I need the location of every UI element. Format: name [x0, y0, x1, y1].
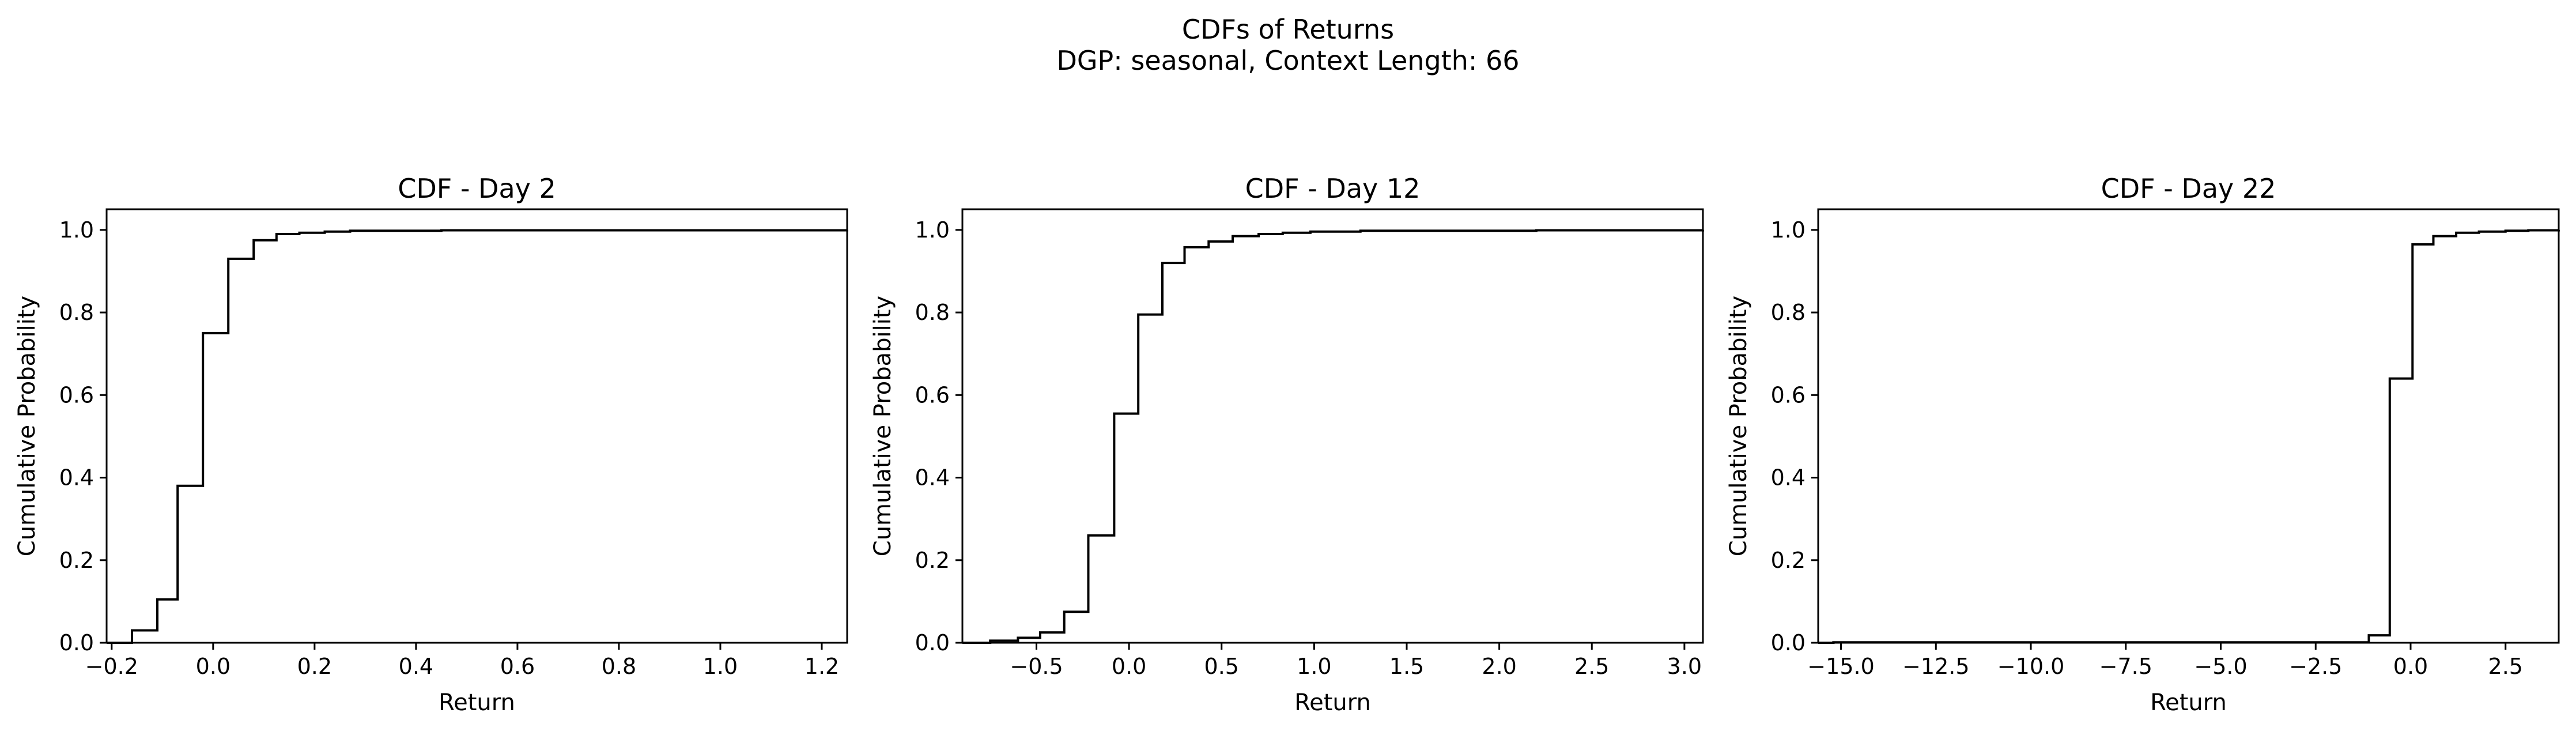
subplot-3: −15.0 −12.5 −10.0 −7.5 −5.0 −2.5 0.0 2.5 0.0 0.2 0… — [1725, 173, 2560, 716]
y-tick-label: 0.2 — [1771, 548, 1806, 573]
cdf-step-line — [107, 229, 848, 644]
subplot-2: −0.5 0.0 0.5 1.0 1.5 2.0 2.5 3.0 0.0 0.2 0.4 0.6 0.8… — [870, 173, 1704, 716]
cdf-step-line — [962, 229, 1704, 644]
x-tick-label: 2.5 — [1574, 654, 1609, 679]
x-tick-label: −15.0 — [1807, 654, 1874, 679]
y-tick-label: 0.2 — [915, 548, 950, 573]
y-tick-label: 0.4 — [915, 465, 950, 491]
x-tick-label: 2.5 — [2488, 654, 2523, 679]
y-axis-label: Cumulative Probability — [1725, 296, 1752, 556]
x-axis-label: Return — [1294, 689, 1371, 716]
y-tick-label: 0.6 — [59, 382, 94, 408]
x-tick-label: 2.0 — [1482, 654, 1516, 679]
figure-subtitle: DGP: seasonal, Context Length: 66 — [1056, 45, 1520, 76]
x-tick-label: −10.0 — [1997, 654, 2064, 679]
subplot-title: CDF - Day 12 — [1245, 173, 1421, 204]
y-tick-label: 1.0 — [915, 217, 950, 243]
y-tick-label: 0.8 — [915, 300, 950, 325]
figure-title: CDFs of Returns — [1181, 14, 1395, 45]
y-tick-label: 0.8 — [59, 300, 94, 325]
y-tick-label: 0.4 — [59, 465, 94, 491]
x-tick-label: 0.0 — [196, 654, 231, 679]
cdf-step-line — [1818, 229, 2560, 644]
x-tick-label: 1.0 — [1297, 654, 1331, 679]
x-tick-label: 0.4 — [399, 654, 433, 679]
x-tick-label: 0.0 — [2393, 654, 2428, 679]
x-tick-label: 1.0 — [703, 654, 738, 679]
y-tick-label: 0.0 — [59, 630, 94, 655]
x-tick-label: 0.5 — [1204, 654, 1239, 679]
x-axis-label: Return — [439, 689, 515, 716]
x-tick-label: 0.6 — [500, 654, 535, 679]
subplot-1: −0.2 0.0 0.2 0.4 0.6 0.8 1.0 1.20.00.20.40.60.8… — [14, 173, 848, 716]
x-tick-label: 1.5 — [1389, 654, 1424, 679]
axes-frame — [1817, 208, 2560, 644]
x-axis-label: Return — [2150, 689, 2227, 716]
subplot-title: CDF - Day 22 — [2101, 173, 2276, 204]
y-axis-label: Cumulative Probability — [14, 296, 40, 556]
y-tick-label: 1.0 — [1771, 217, 1806, 243]
y-axis-label: Cumulative Probability — [870, 296, 896, 556]
y-tick-label: 1.0 — [59, 217, 94, 243]
x-tick-label: 0.8 — [602, 654, 636, 679]
x-tick-label: 3.0 — [1667, 654, 1702, 679]
subplot-title: CDF - Day 2 — [398, 173, 556, 204]
x-tick-label: −5.0 — [2194, 654, 2247, 679]
axes-frame — [105, 208, 848, 644]
x-tick-label: 0.2 — [297, 654, 332, 679]
y-tick-label: 0.4 — [1771, 465, 1806, 491]
x-tick-label: −2.5 — [2289, 654, 2342, 679]
x-tick-label: −0.5 — [1010, 654, 1063, 679]
x-tick-label: −7.5 — [2099, 654, 2152, 679]
y-tick-label: 0.2 — [59, 548, 94, 573]
y-tick-label: 0.0 — [915, 630, 950, 655]
y-tick-label: 0.0 — [1771, 630, 1806, 655]
y-tick-label: 0.6 — [1771, 382, 1806, 408]
x-tick-label: 1.2 — [804, 654, 839, 679]
x-tick-label: 0.0 — [1112, 654, 1146, 679]
x-tick-label: −12.5 — [1902, 654, 1969, 679]
y-tick-label: 0.6 — [915, 382, 950, 408]
axes-frame — [961, 208, 1704, 644]
x-tick-label: −0.2 — [85, 654, 138, 679]
y-tick-label: 0.8 — [1771, 300, 1806, 325]
